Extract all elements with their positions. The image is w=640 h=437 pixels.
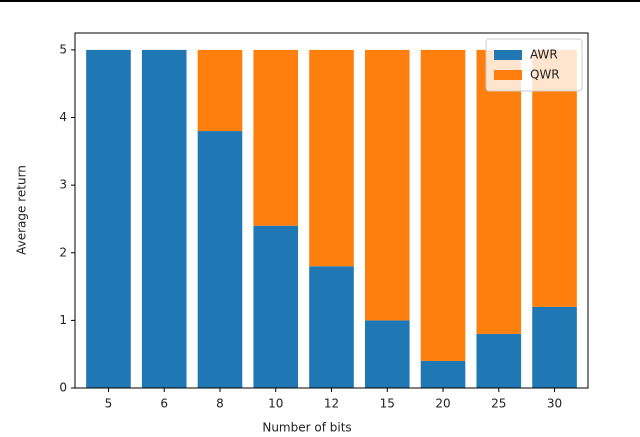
bar xyxy=(309,49,354,267)
legend-swatch xyxy=(494,70,522,80)
y-axis-label: Average return xyxy=(15,165,29,255)
bar xyxy=(532,49,577,307)
x-tick-label: 6 xyxy=(160,397,168,411)
x-tick-label: 30 xyxy=(547,397,562,411)
x-axis-label: Number of bits xyxy=(262,421,351,435)
bar xyxy=(476,333,522,388)
bar xyxy=(309,266,354,388)
y-tick-label: 4 xyxy=(59,110,67,124)
bar xyxy=(420,49,466,361)
bar xyxy=(197,131,243,389)
bar xyxy=(364,49,410,321)
bar xyxy=(253,49,299,226)
bar xyxy=(86,49,131,389)
x-tick-label: 8 xyxy=(216,397,224,411)
axes-frame xyxy=(74,32,589,389)
bar xyxy=(476,49,522,334)
bar xyxy=(141,49,187,389)
legend-label: QWR xyxy=(530,68,560,82)
y-tick-label: 2 xyxy=(59,245,67,259)
x-tick-label: 5 xyxy=(105,397,113,411)
y-tick-label: 5 xyxy=(59,42,67,56)
y-tick-label: 3 xyxy=(59,178,67,192)
x-tick-label: 15 xyxy=(380,397,395,411)
y-tick-label: 0 xyxy=(59,381,67,395)
bar xyxy=(253,225,299,388)
legend-swatch xyxy=(494,50,522,60)
bar xyxy=(532,306,577,388)
top-border xyxy=(0,0,640,2)
x-tick-label: 12 xyxy=(324,397,339,411)
x-tick-label: 25 xyxy=(491,397,506,411)
bar xyxy=(364,320,410,388)
y-tick-label: 1 xyxy=(59,313,67,327)
x-tick-label: 20 xyxy=(435,397,450,411)
bar xyxy=(420,360,466,388)
legend-label: AWR xyxy=(530,48,558,62)
bar xyxy=(197,49,243,132)
x-tick-label: 10 xyxy=(268,397,283,411)
